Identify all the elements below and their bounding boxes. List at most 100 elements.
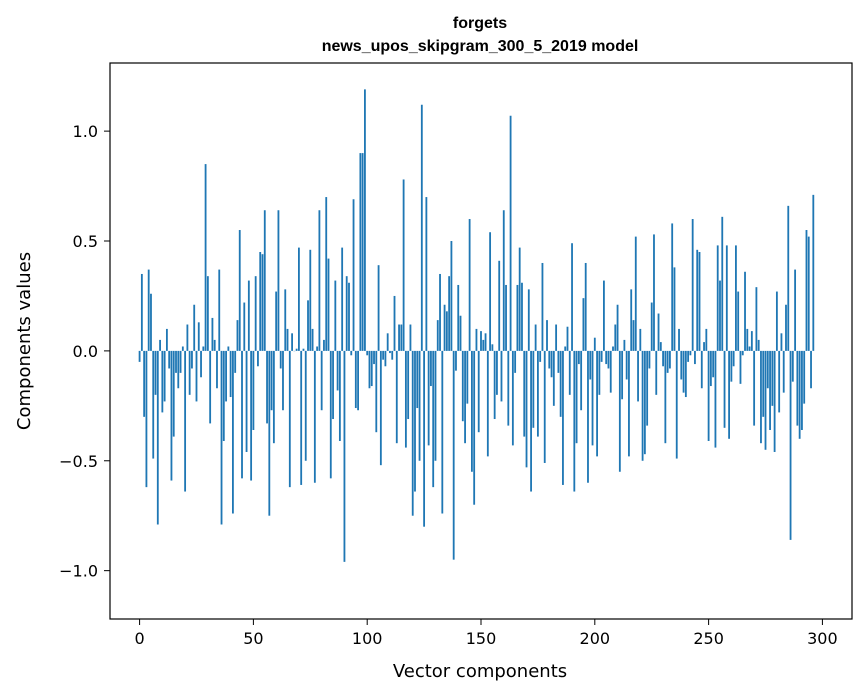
bar [618,350,621,472]
bar [163,350,166,402]
x-axis-label: Vector components [393,661,567,682]
bar [744,271,746,351]
bar [785,304,787,351]
bar [475,328,478,351]
bar [441,350,444,514]
bar [227,346,230,351]
bar [384,350,387,367]
bar [234,350,237,373]
bar [432,350,435,488]
bar [222,350,225,441]
bar [154,350,157,395]
bar [603,280,605,351]
bar [430,350,432,387]
bar [541,262,544,351]
bar [632,320,635,351]
bar [243,302,246,351]
bar [684,350,687,398]
bar [568,350,571,395]
bar [368,350,371,389]
bar [709,350,712,387]
bar [496,350,498,395]
bar [277,210,280,351]
bar [352,199,355,351]
bar [298,247,300,351]
bar [268,350,271,516]
bar [143,350,146,417]
bar [466,350,469,404]
bar [810,350,812,389]
bar [757,339,760,351]
x-axis-ticks: 0 50 100 150 200 250 300 [134,619,838,648]
bar [746,328,749,351]
bar [696,249,699,351]
bar [678,328,680,351]
bar [464,350,466,444]
bar [334,280,337,351]
bar [580,350,583,411]
bar [257,350,259,367]
bar [646,350,649,426]
bar [669,350,671,369]
bar [275,291,278,351]
bar [721,216,724,351]
bar [241,350,243,479]
bar [439,273,441,351]
bar [509,115,512,351]
bar [443,304,446,351]
bar [420,104,423,351]
bar [719,280,721,351]
bar [614,324,617,351]
bar [354,350,357,409]
bar [206,276,209,351]
bar [470,350,473,472]
bar [500,350,503,402]
bar [523,350,526,437]
bar [329,350,332,479]
bar [191,350,193,369]
bar [748,346,751,351]
bar [452,350,455,560]
bar [364,89,366,351]
bar [653,234,655,351]
chart-title: forgets [453,15,507,32]
bar [150,293,152,351]
bar [455,350,457,371]
bar [172,350,175,437]
bar [450,241,453,351]
bar [309,249,312,351]
bar [675,350,678,459]
bar [557,350,560,373]
bar [393,295,396,351]
bar [527,289,530,351]
bar [730,350,733,382]
bar [536,350,539,437]
bar [489,232,492,351]
bar [502,210,505,351]
bar [407,350,410,420]
bar [548,350,551,369]
bar [480,331,482,351]
bar [204,164,207,351]
bar [571,243,573,351]
bar [291,333,293,351]
y-axis-label: Components values [14,252,35,430]
bar [445,311,448,351]
bar [750,331,753,351]
bar [459,315,462,351]
bar [671,223,674,351]
bar [612,346,614,351]
bar [546,320,548,351]
bar [211,317,214,351]
bar [587,350,589,483]
x-tick-label: 150 [466,629,497,648]
bar [700,350,703,389]
bar [723,350,726,428]
bar [427,350,430,446]
bar [332,350,334,420]
bar [769,350,771,430]
bar [477,350,480,433]
bar [643,350,646,455]
bar [682,350,685,393]
bar [498,260,501,351]
